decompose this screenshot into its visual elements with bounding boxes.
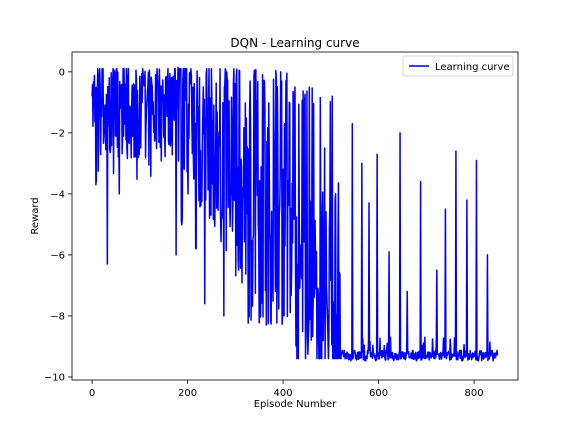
y-tick-label: −8 bbox=[50, 311, 65, 322]
x-axis: 0 200 400 600 800 bbox=[89, 380, 484, 399]
x-tick-label: 600 bbox=[369, 388, 388, 399]
y-tick-label: −4 bbox=[50, 189, 65, 200]
x-tick-label: 400 bbox=[274, 388, 293, 399]
y-tick-label: −6 bbox=[50, 250, 65, 261]
x-axis-label: Episode Number bbox=[254, 399, 338, 410]
axes-frame bbox=[71, 51, 519, 381]
chart-title: DQN - Learning curve bbox=[230, 36, 359, 50]
y-axis: 0 −2 −4 −6 −8 −10 bbox=[44, 67, 72, 383]
legend: Learning curve bbox=[402, 55, 514, 77]
series-line-learning-curve bbox=[91, 66, 499, 362]
y-tick-label: −10 bbox=[44, 372, 65, 383]
x-tick-label: 800 bbox=[465, 388, 484, 399]
y-tick-label: −2 bbox=[50, 128, 65, 139]
y-axis-label: Reward bbox=[30, 197, 41, 234]
x-tick-label: 200 bbox=[178, 388, 197, 399]
legend-label: Learning curve bbox=[435, 62, 510, 73]
y-tick-label: 0 bbox=[59, 67, 65, 78]
legend-box bbox=[402, 55, 514, 77]
x-tick-label: 0 bbox=[89, 388, 95, 399]
plot-area bbox=[91, 66, 499, 362]
